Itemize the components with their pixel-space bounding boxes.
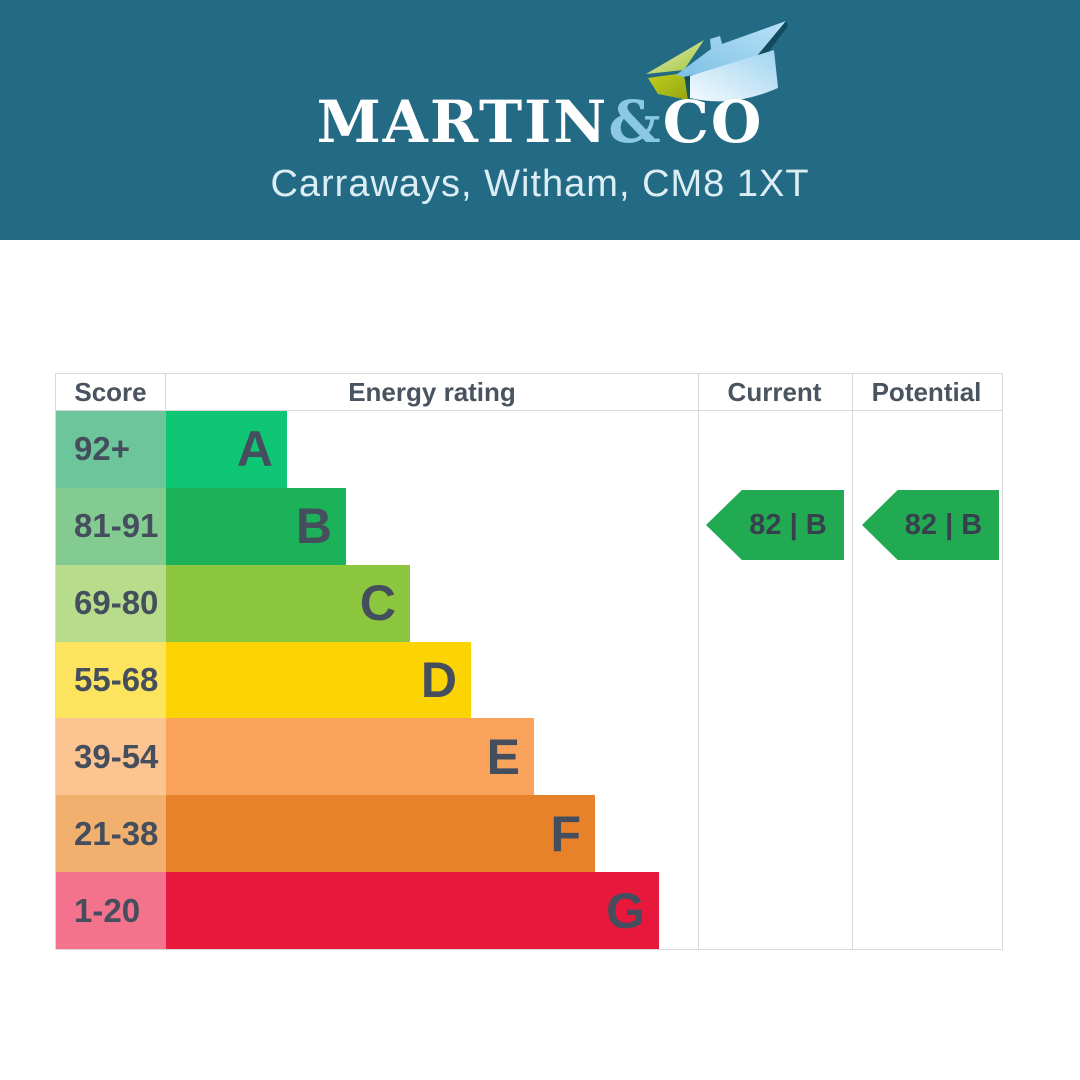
score-range-d: 55-68 [56,641,166,719]
current-rating-value: 82 | B [749,508,827,541]
band-row-g: 1-20 G [56,872,1002,950]
band-row-b: 81-91 B [56,487,1002,565]
column-header-current: Current [727,376,822,407]
divider-potential-column [852,374,853,949]
band-row-c: 69-80 C [56,564,1002,642]
score-range-c: 69-80 [56,564,166,642]
epc-rating-table: Score Energy rating Current Potential 92… [55,373,1003,950]
rating-bar-c: C [166,564,410,642]
band-row-e: 39-54 E [56,718,1002,796]
rating-bar-g: G [166,872,659,950]
table-header-row: Score Energy rating Current Potential [56,374,1002,411]
score-range-g: 1-20 [56,872,166,950]
band-row-d: 55-68 D [56,641,1002,719]
potential-rating-value: 82 | B [904,508,983,541]
score-range-f: 21-38 [56,795,166,873]
band-row-a: 92+ A [56,411,1002,488]
brand-name: MARTIN&CO [316,88,764,156]
column-header-potential: Potential [871,376,982,407]
brand-ampersand: & [608,88,663,156]
rating-bar-b: B [166,487,346,565]
score-range-a: 92+ [56,411,166,488]
header-banner: MARTIN&CO Carraways, Witham, CM8 1XT [0,0,1080,240]
divider-current-column [698,374,699,949]
rating-bar-a: A [166,411,287,488]
rating-bar-d: D [166,641,471,719]
rating-bands: 92+ A 81-91 B 69-80 C 55-68 D 39-54 E 21… [56,411,1002,950]
martinco-logo-icon [646,21,788,102]
rating-bar-e: E [166,718,534,796]
column-header-energy-rating: Energy rating [348,376,516,407]
property-address: Carraways, Witham, CM8 1XT [270,163,810,205]
current-rating-arrow: 82 | B [706,490,844,560]
band-row-f: 21-38 F [56,795,1002,873]
column-header-score: Score [56,374,166,410]
rating-bar-f: F [166,795,595,873]
score-range-b: 81-91 [56,487,166,565]
score-range-e: 39-54 [56,718,166,796]
